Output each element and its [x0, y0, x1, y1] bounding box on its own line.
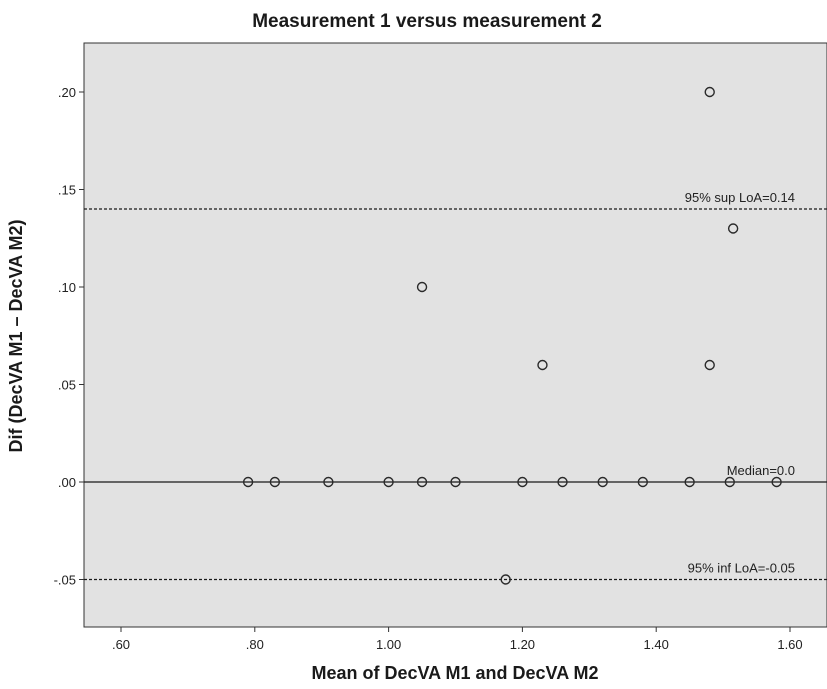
data-point: [242, 476, 254, 488]
reference-lines: [84, 208, 827, 581]
y-tick-label: .00: [58, 475, 76, 490]
data-point: [597, 476, 608, 488]
y-tick-label: .10: [58, 280, 76, 295]
x-tick-label: 1.00: [376, 637, 401, 652]
data-point: [724, 476, 735, 488]
data-point: [517, 476, 528, 488]
y-axis-label: Dif (DecVA M1 – DecVA M2): [6, 219, 26, 452]
y-tick-label: .20: [58, 85, 76, 100]
reference-line-labels: 95% sup LoA=0.14 Median=0.0 95% inf LoA=-0…: [685, 190, 795, 576]
reference-line-label: Median=0.0: [727, 463, 795, 478]
data-points: [242, 86, 782, 585]
data-point: [416, 281, 428, 293]
y-tick-label: .15: [58, 183, 76, 198]
data-point: [450, 476, 461, 488]
y-tick-label: -.05: [54, 573, 76, 588]
data-point: [500, 574, 511, 585]
data-point: [771, 476, 782, 488]
plot-area: [83, 42, 827, 628]
x-tick-label: 1.40: [644, 637, 669, 652]
data-point: [323, 476, 334, 488]
data-point: [383, 476, 394, 488]
chart-title: Measurement 1 versus measurement 2: [252, 11, 602, 32]
x-tick-label: 1.20: [510, 637, 535, 652]
data-point: [704, 86, 715, 98]
data-point: [416, 476, 428, 488]
data-point: [637, 476, 649, 488]
reference-line-label: 95% sup LoA=0.14: [685, 190, 795, 205]
y-axis-ticks: -.05 .00 .05 .10 .15 .20: [54, 85, 84, 588]
data-point: [269, 476, 281, 488]
data-point: [537, 359, 548, 371]
x-tick-label: 1.60: [777, 637, 802, 652]
data-point: [557, 476, 568, 488]
x-tick-label: .60: [112, 637, 130, 652]
data-point: [684, 476, 695, 488]
x-axis-label: Mean of DecVA M1 and DecVA M2: [311, 663, 598, 683]
x-tick-label: .80: [246, 637, 264, 652]
data-point: [727, 223, 739, 234]
reference-line-label: 95% inf LoA=-0.05: [688, 561, 795, 576]
data-point: [704, 359, 715, 371]
x-axis-ticks: .60 .80 1.00 1.20 1.40 1.60: [112, 627, 803, 652]
y-tick-label: .05: [58, 378, 76, 393]
